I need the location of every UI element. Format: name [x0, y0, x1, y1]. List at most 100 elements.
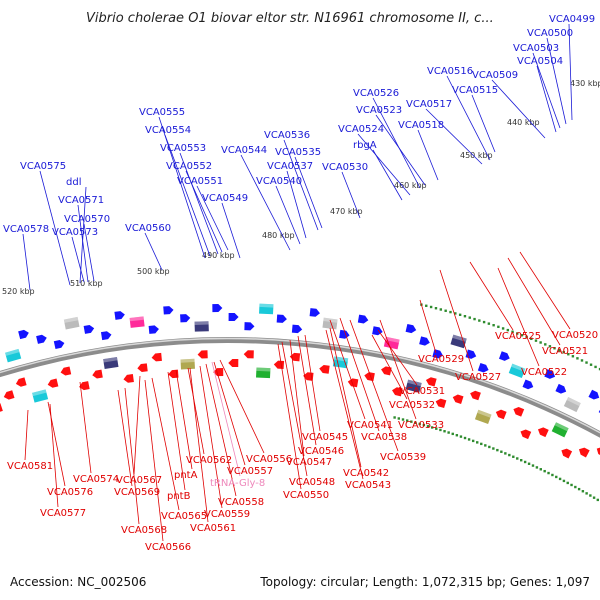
gene-label-reverse[interactable]: VCA0558: [218, 497, 264, 508]
gene-label-reverse[interactable]: VCA0520: [552, 330, 598, 341]
reverse-gene-arrow: [495, 409, 507, 420]
gene-label-reverse[interactable]: VCA0532: [389, 400, 435, 411]
gene-label-reverse[interactable]: VCA0533: [398, 420, 444, 431]
gene-label-forward[interactable]: VCA0503: [513, 43, 559, 54]
gene-label-reverse[interactable]: VCA0567: [116, 475, 162, 486]
gene-label-reverse[interactable]: VCA0576: [47, 487, 93, 498]
scale-dot: [449, 310, 452, 314]
gene-label-reverse[interactable]: VCA0547: [286, 457, 332, 468]
gene-label-forward[interactable]: VCA0575: [20, 161, 66, 172]
gene-label-reverse[interactable]: VCA0569: [114, 487, 160, 498]
gene-label-forward[interactable]: VCA0524: [338, 124, 384, 135]
leader-line: [79, 186, 87, 284]
scale-dot: [476, 441, 479, 444]
gene-label-forward[interactable]: VCA0578: [3, 224, 49, 235]
leader-line: [196, 185, 229, 251]
gene-label-forward[interactable]: VCA0530: [322, 162, 368, 173]
scale-dot: [414, 421, 417, 424]
scale-dot: [557, 348, 561, 352]
gene-label-forward[interactable]: VCA0570: [64, 214, 110, 225]
gene-label-forward[interactable]: VCA0551: [177, 176, 223, 187]
gene-label-forward[interactable]: VCA0573: [52, 227, 98, 238]
forward-gene-arrow: [0, 347, 1, 357]
gene-label-forward[interactable]: VCA0515: [452, 85, 498, 96]
gene-label-forward[interactable]: VCA0537: [267, 161, 313, 172]
gene-label-reverse[interactable]: VCA0556: [246, 454, 292, 465]
gene-label-forward[interactable]: VCA0552: [166, 161, 212, 172]
gene-label-reverse[interactable]: VCA0559: [204, 509, 250, 520]
gene-label-forward[interactable]: VCA0517: [406, 99, 452, 110]
gene-label-forward[interactable]: VCA0571: [58, 195, 104, 206]
gene-label-reverse[interactable]: VCA0577: [40, 508, 86, 519]
gene-label-forward[interactable]: VCA0555: [139, 107, 185, 118]
gene-label-forward[interactable]: VCA0549: [202, 193, 248, 204]
gene-label-reverse[interactable]: VCA0574: [73, 474, 119, 485]
gene-label-forward[interactable]: VCA0504: [517, 56, 563, 67]
gene-label-reverse[interactable]: VCA0543: [345, 480, 391, 491]
leader-line: [519, 251, 571, 330]
gene-label-forward[interactable]: VCA0516: [427, 66, 473, 77]
gene-label-forward[interactable]: VCA0535: [275, 147, 321, 158]
leader-line: [167, 371, 186, 491]
gene-label-reverse[interactable]: VCA0568: [121, 525, 167, 536]
gene-label-reverse[interactable]: pntB: [167, 491, 191, 502]
leader-line: [417, 129, 439, 181]
gene-label-reverse[interactable]: pntA: [174, 470, 198, 481]
gene-label-forward[interactable]: rbgA: [353, 140, 377, 151]
scale-ticks: 430 kbp 440 kbp 450 kbp 460 kbp 470 kbp 480 k…: [2, 79, 600, 502]
forward-gene-arrow: [276, 314, 287, 323]
scale-dot: [585, 361, 588, 364]
gene-label-reverse[interactable]: VCA0529: [418, 354, 464, 365]
gene-label-forward[interactable]: VCA0526: [353, 88, 399, 99]
scale-dot: [504, 452, 507, 455]
gene-label-reverse[interactable]: VCA0562: [186, 455, 232, 466]
leader-line: [536, 65, 557, 133]
leader-line: [471, 94, 496, 153]
leader-line: [371, 334, 408, 400]
gene-label-forward[interactable]: VCA0499: [549, 14, 595, 25]
gene-label-reverse[interactable]: VCA0548: [289, 477, 335, 488]
gene-label-forward[interactable]: VCA0553: [160, 143, 206, 154]
gene-label-reverse[interactable]: VCA0565: [161, 511, 207, 522]
gene-label-reverse[interactable]: VCA0541: [347, 420, 393, 431]
leader-line: [446, 75, 491, 161]
gene-label-reverse[interactable]: VCA0581: [7, 461, 53, 472]
gene-label-reverse[interactable]: VCA0546: [298, 446, 344, 457]
scale-dot: [405, 419, 409, 422]
gene-label-forward[interactable]: VCA0509: [472, 70, 518, 81]
gene-label-reverse[interactable]: VCA0527: [455, 372, 501, 383]
scale-dot: [523, 460, 527, 464]
gene-label-reverse[interactable]: VCA0522: [521, 367, 567, 378]
gene-label-forward[interactable]: VCA0500: [527, 28, 573, 39]
scale-dot: [471, 439, 475, 443]
gene-label-reverse[interactable]: VCA0521: [542, 346, 588, 357]
leader-line: [497, 267, 540, 367]
gene-label-reverse[interactable]: VCA0561: [190, 523, 236, 534]
reverse-gene-arrow: [213, 367, 224, 377]
gene-label-forward[interactable]: ddl: [66, 177, 81, 188]
gene-label-reverse[interactable]: VCA0557: [227, 466, 273, 477]
gene-label-forward[interactable]: VCA0518: [398, 120, 444, 131]
reverse-gene-block: [32, 389, 49, 403]
forward-gene-arrow: [432, 349, 444, 359]
gene-label-forward[interactable]: VCA0540: [256, 176, 302, 187]
leader-line: [329, 319, 366, 420]
gene-label-reverse[interactable]: VCA0550: [283, 490, 329, 501]
gene-label-reverse[interactable]: VCA0531: [399, 386, 445, 397]
gene-label-forward[interactable]: VCA0554: [145, 125, 191, 136]
leader-line: [144, 232, 163, 271]
gene-label-forward[interactable]: VCA0560: [125, 223, 171, 234]
gene-label-reverse[interactable]: VCA0525: [495, 331, 541, 342]
forward-gene-block: [563, 397, 581, 413]
gene-label-reverse[interactable]: VCA0545: [302, 432, 348, 443]
gene-label-reverse[interactable]: VCA0542: [343, 468, 389, 479]
backbone-highlight: [0, 337, 600, 434]
trna-label[interactable]: tRNA-Gly-8: [210, 478, 265, 489]
gene-label-reverse[interactable]: VCA0539: [380, 452, 426, 463]
scale-dot: [492, 447, 495, 450]
gene-label-forward[interactable]: VCA0536: [264, 130, 310, 141]
gene-label-forward[interactable]: VCA0544: [221, 145, 267, 156]
gene-label-forward[interactable]: VCA0523: [356, 105, 402, 116]
gene-label-reverse[interactable]: VCA0538: [361, 432, 407, 443]
gene-label-reverse[interactable]: VCA0566: [145, 542, 191, 553]
